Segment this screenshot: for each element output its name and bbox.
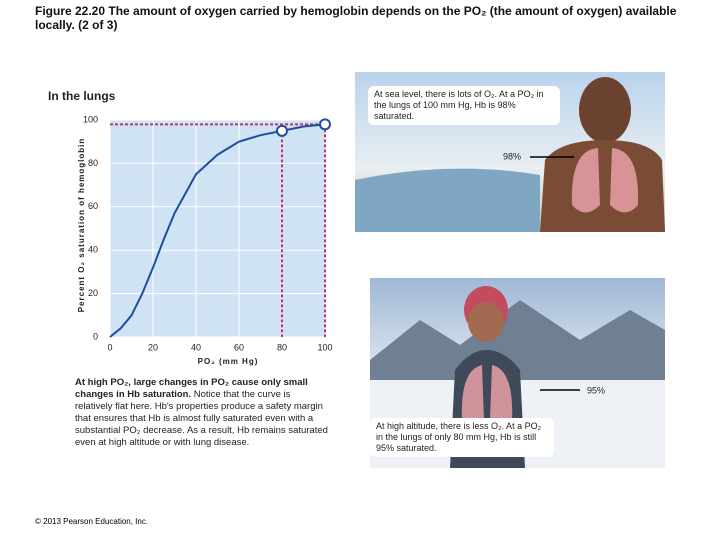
plot-background [110,120,325,337]
callout-label: 95% [587,385,605,395]
plot: 0 20 40 60 80 100 0 20 40 60 80 100 [83,114,333,352]
point-marker [276,124,288,137]
y-tick-label: 20 [88,288,98,298]
y-axis-label: Percent O₂ saturation of hemoglobin [77,138,86,313]
y-tick-label: 100 [83,114,98,124]
y-tick-label: 60 [88,201,98,211]
x-tick-label: 40 [191,342,201,352]
x-tick-label: 0 [107,342,112,352]
y-tick-label: 40 [88,245,98,255]
point-marker [319,118,331,131]
callout: At high altitude, there is less O₂. At a… [370,418,554,457]
y-tick-label: 0 [93,331,98,341]
x-tick-label: 60 [234,342,244,352]
x-tick-label: 20 [148,342,158,352]
note-bold: At high PO₂, large changes in PO₂ cause … [75,377,308,400]
callout-label: 98% [503,151,521,161]
y-tick-label: 80 [88,158,98,168]
x-axis-label: PO₂ (mm Hg) [198,357,259,366]
figure-title: Figure 22.20 The amount of oxygen carrie… [35,4,677,32]
chart-title: In the lungs [48,89,116,103]
copyright: © 2013 Pearson Education, Inc. [35,517,149,526]
note-text: Notice that the curve is relatively flat… [75,389,328,448]
x-tick-label: 100 [317,342,332,352]
callout: At sea level, there is lots of O₂. At a … [368,86,560,125]
note: At high PO₂, large changes in PO₂ cause … [75,377,330,449]
x-tick-label: 80 [277,342,287,352]
